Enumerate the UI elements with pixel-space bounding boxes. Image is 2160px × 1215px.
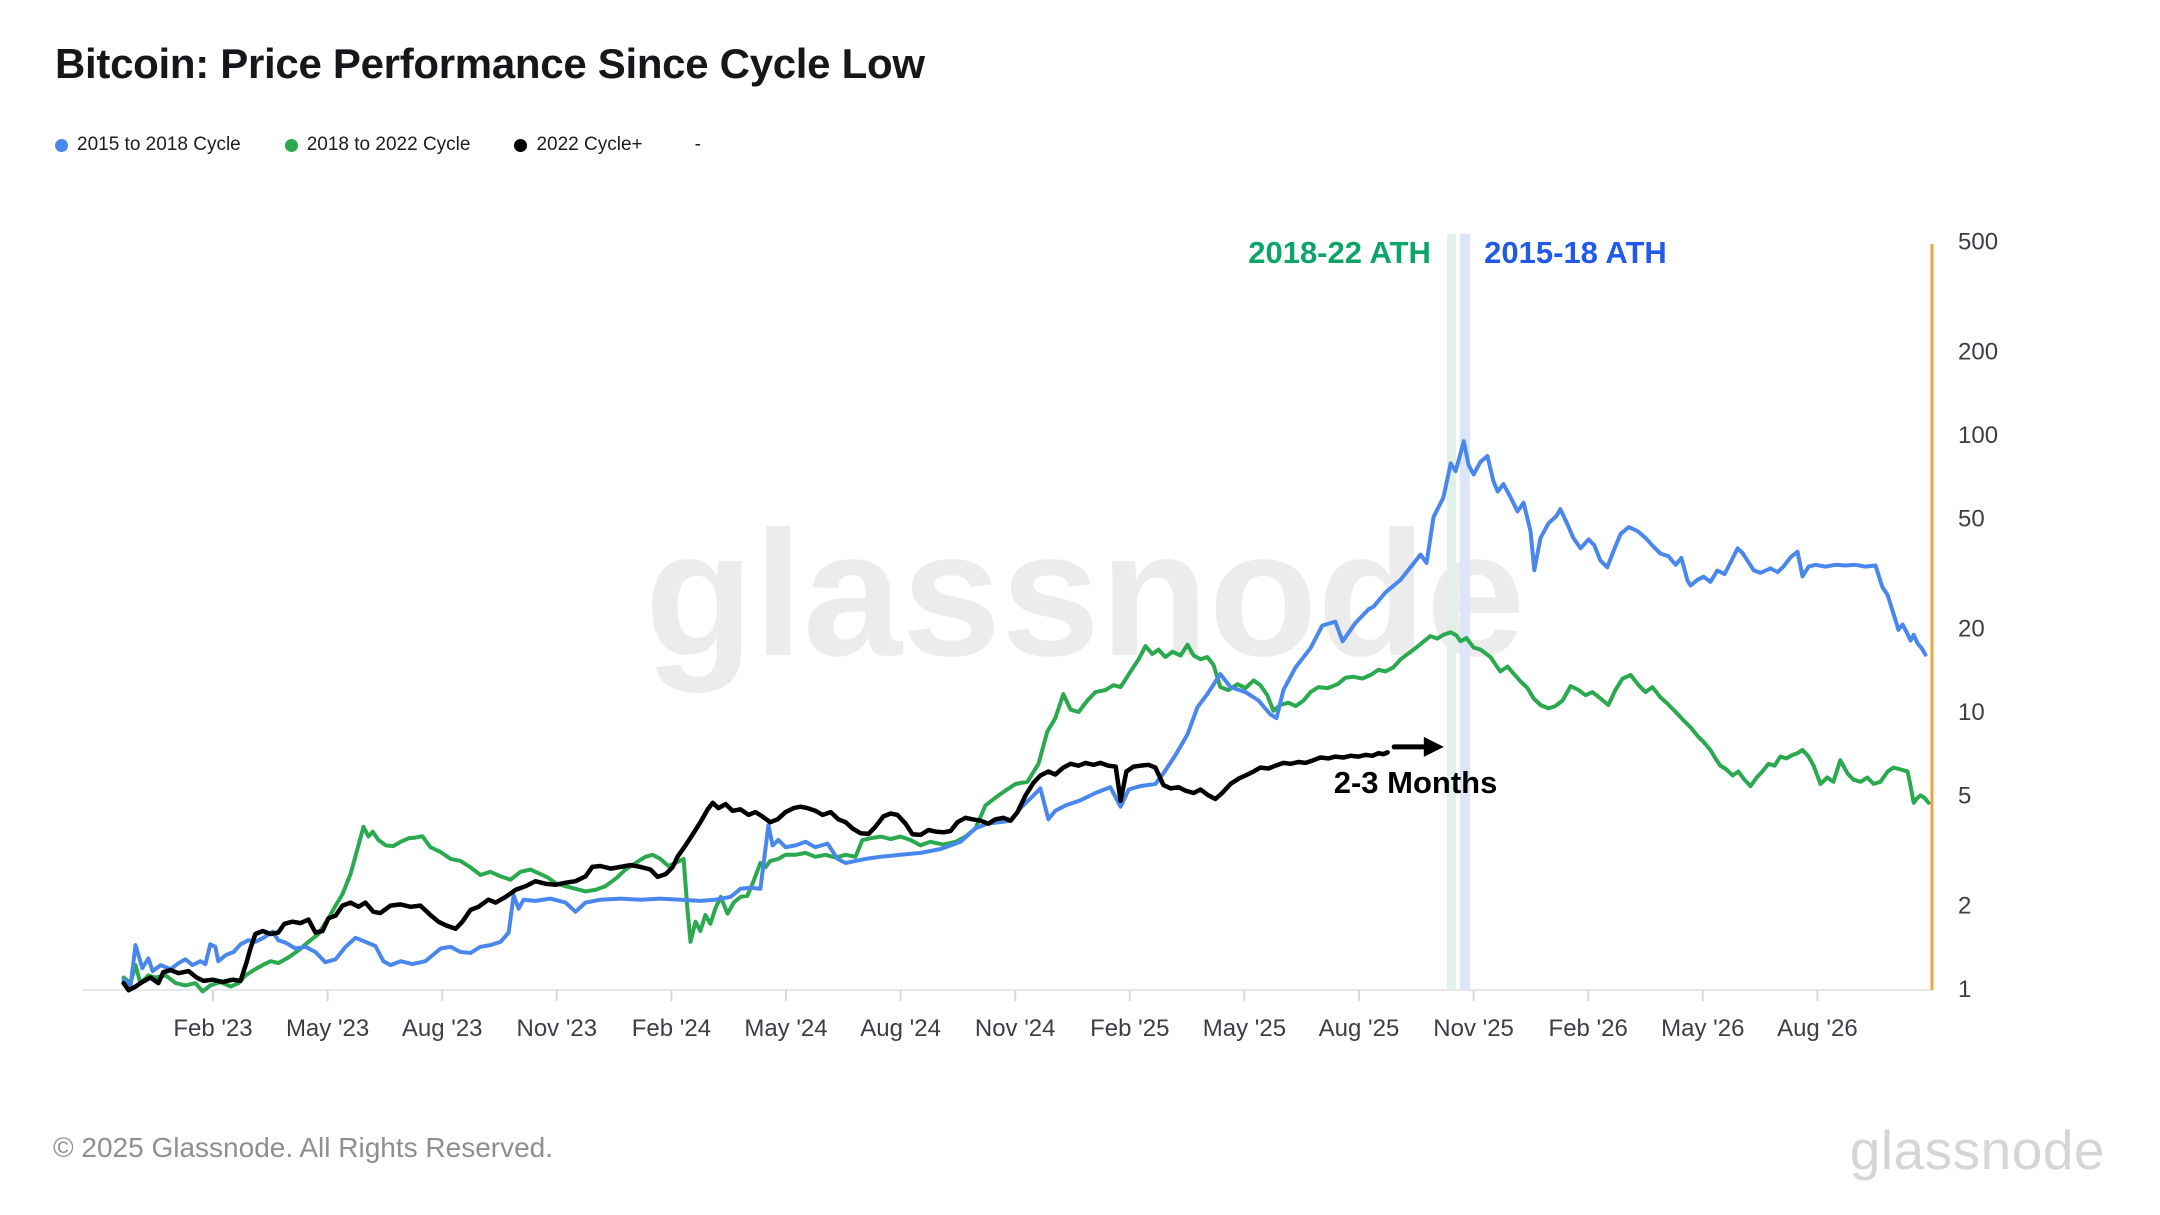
x-axis-label: Feb '25 — [1090, 1015, 1169, 1042]
annotation-text: 2-3 Months — [1334, 765, 1498, 800]
legend-item-2015-to-2018-cycle[interactable]: 2015 to 2018 Cycle — [55, 134, 241, 156]
y-axis-label: 10 — [1958, 699, 1985, 726]
legend-item-2018-to-2022-cycle[interactable]: 2018 to 2022 Cycle — [284, 134, 471, 156]
y-axis-label: 5 — [1958, 782, 1971, 809]
page-title: Bitcoin: Price Performance Since Cycle L… — [55, 40, 925, 87]
footer-copyright: © 2025 Glassnode. All Rights Reserved. — [53, 1132, 554, 1163]
y-axis-label: 2 — [1958, 893, 1971, 920]
legend-item-label: - — [694, 134, 701, 155]
x-axis-label: Feb '23 — [173, 1015, 252, 1042]
legend-item-label: 2015 to 2018 Cycle — [77, 134, 241, 155]
x-axis-label: May '26 — [1661, 1015, 1744, 1042]
x-axis-label: Aug '23 — [402, 1015, 483, 1042]
y-axis-label: 100 — [1958, 422, 1998, 449]
glassnode-logo: glassnode — [1849, 1119, 2105, 1181]
series-line-2018-to-2022-cycle — [121, 630, 1931, 994]
x-axis-label: Feb '24 — [632, 1015, 711, 1042]
legend-dot-icon — [284, 138, 298, 152]
x-axis-label: Nov '24 — [975, 1015, 1056, 1042]
legend-item-label: 2022 Cycle+ — [536, 134, 643, 155]
y-axis-label: 500 — [1958, 228, 1998, 255]
watermark-text: glassnode — [645, 494, 1525, 693]
y-axis-label: 200 — [1958, 339, 1998, 366]
x-axis-label: Nov '25 — [1433, 1015, 1514, 1042]
x-axis-label: May '24 — [744, 1015, 827, 1042]
y-axis-label: 1 — [1958, 976, 1971, 1003]
legend-item-label: 2018 to 2022 Cycle — [306, 134, 471, 155]
x-axis-label: May '23 — [286, 1015, 369, 1042]
ath-band-green — [1446, 234, 1457, 990]
series-line-2015-to-2018-cycle — [121, 439, 1928, 989]
annotation-arrowhead-icon — [1423, 736, 1444, 757]
ath-label-blue: 2015-18 ATH — [1484, 235, 1667, 270]
legend-item-dash[interactable]: - — [695, 134, 701, 156]
x-axis-label: Aug '24 — [860, 1015, 941, 1042]
y-axis-label: 20 — [1958, 616, 1985, 643]
y-axis-label: 50 — [1958, 505, 1985, 532]
series-line-2022-cycle — [121, 750, 1390, 993]
legend-item-2022-cycle[interactable]: 2022 Cycle+ — [514, 134, 643, 156]
ath-label-green: 2018-22 ATH — [1248, 235, 1431, 270]
x-axis-label: Aug '26 — [1777, 1015, 1858, 1042]
chart-legend: 2015 to 2018 Cycle 2018 to 2022 Cycle 2022… — [55, 134, 701, 156]
legend-dot-icon — [55, 138, 68, 152]
x-axis-label: Feb '26 — [1549, 1015, 1628, 1042]
ath-band-blue — [1459, 234, 1471, 990]
x-axis-label: Nov '23 — [516, 1015, 597, 1042]
legend-dot-icon — [514, 138, 528, 152]
x-axis-label: Aug '25 — [1319, 1015, 1400, 1042]
x-axis-label: May '25 — [1203, 1015, 1286, 1042]
